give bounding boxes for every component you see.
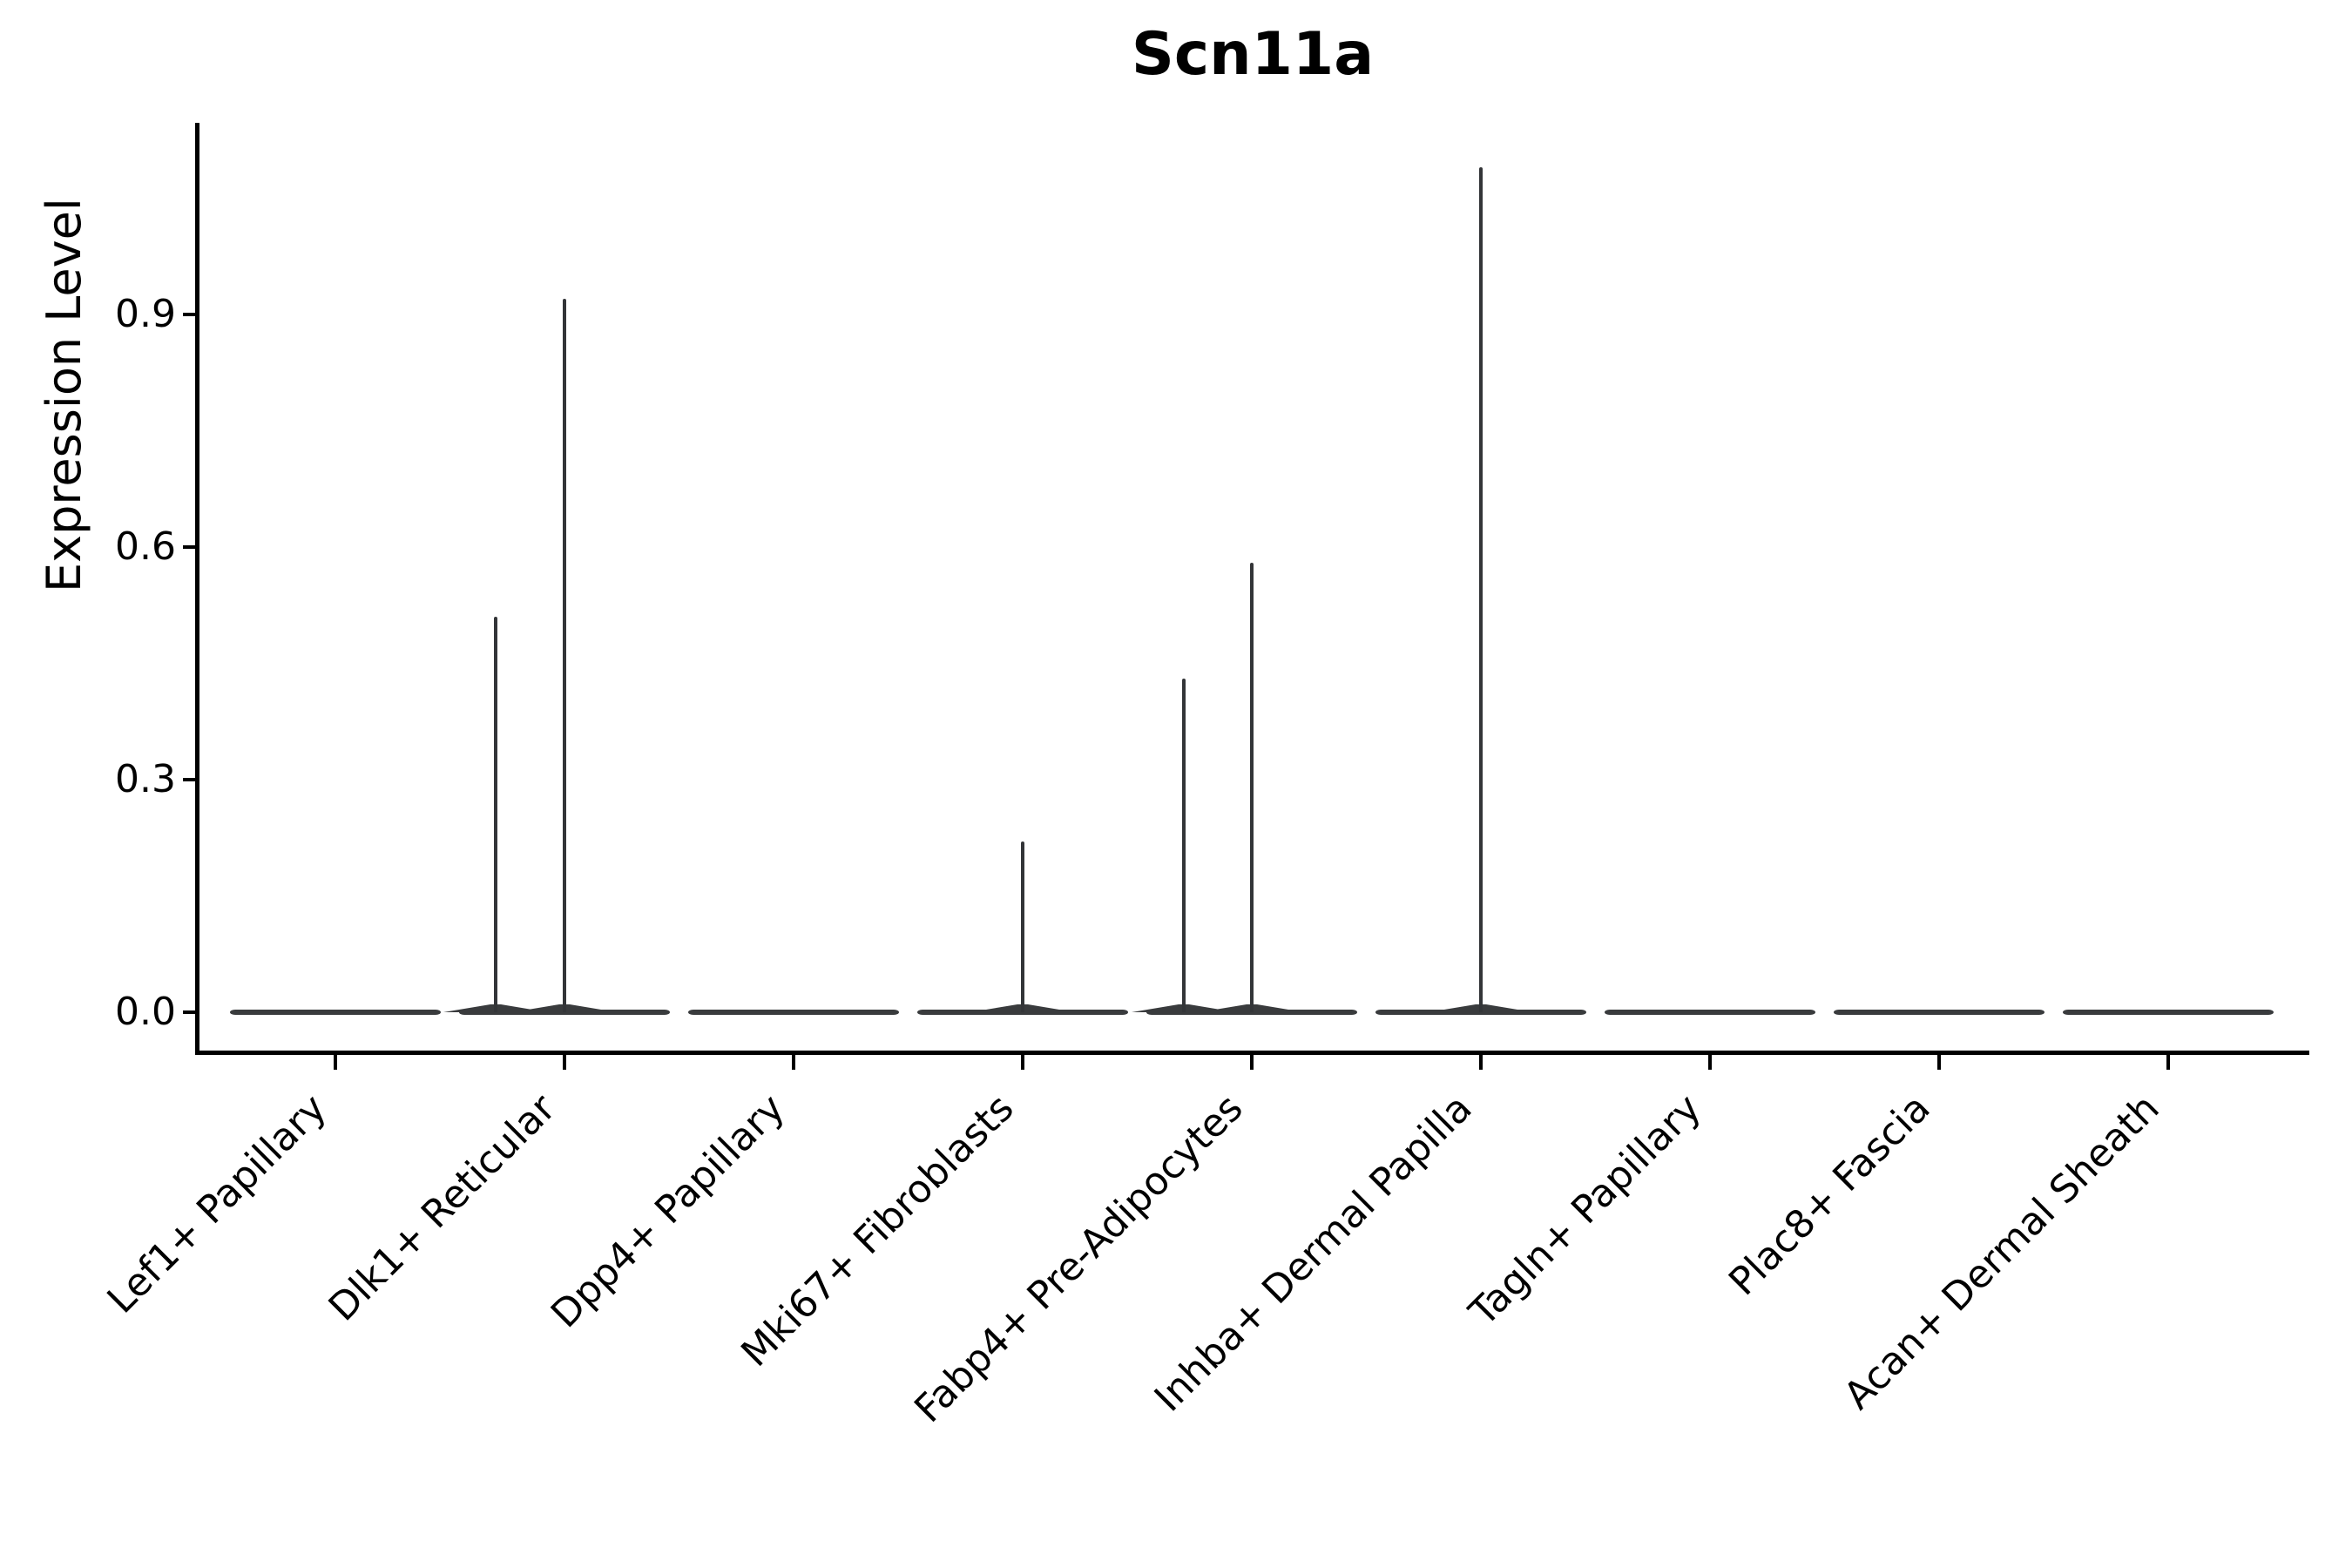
y-tick-mark [183, 313, 197, 316]
y-axis-line [195, 123, 199, 1055]
violin-spike [1181, 679, 1186, 1012]
violin-body [917, 1010, 1128, 1015]
x-axis-line [195, 1051, 2309, 1055]
y-tick-mark [183, 1010, 197, 1014]
violin-spike [1020, 841, 1025, 1012]
violin-body [688, 1010, 899, 1015]
chart-title: Scn11a [1131, 20, 1375, 89]
violin-body [1605, 1010, 1815, 1015]
violin-body [230, 1010, 441, 1015]
y-tick-label: 0.3 [115, 757, 176, 801]
violin-spike [1478, 166, 1484, 1012]
y-tick-label: 0.0 [115, 990, 176, 1034]
x-tick-mark [1937, 1054, 1941, 1070]
violin-spike [562, 299, 567, 1012]
violin-body [1375, 1010, 1586, 1015]
violin-spike [1249, 562, 1254, 1012]
violin-body [1834, 1010, 2044, 1015]
x-tick-mark [334, 1054, 337, 1070]
x-tick-mark [1479, 1054, 1483, 1070]
y-tick-mark [183, 545, 197, 549]
y-tick-label: 0.6 [115, 524, 176, 569]
x-tick-mark [792, 1054, 795, 1070]
y-tick-label: 0.9 [115, 292, 176, 336]
x-tick-mark [563, 1054, 566, 1070]
violin-body [2063, 1010, 2274, 1015]
x-tick-mark [1250, 1054, 1254, 1070]
violin-body [1146, 1010, 1357, 1015]
x-tick-mark [1021, 1054, 1024, 1070]
x-tick-mark [2166, 1054, 2170, 1070]
violin-body [459, 1010, 670, 1015]
x-tick-mark [1708, 1054, 1712, 1070]
violin-spike [493, 617, 498, 1012]
y-tick-mark [183, 778, 197, 781]
